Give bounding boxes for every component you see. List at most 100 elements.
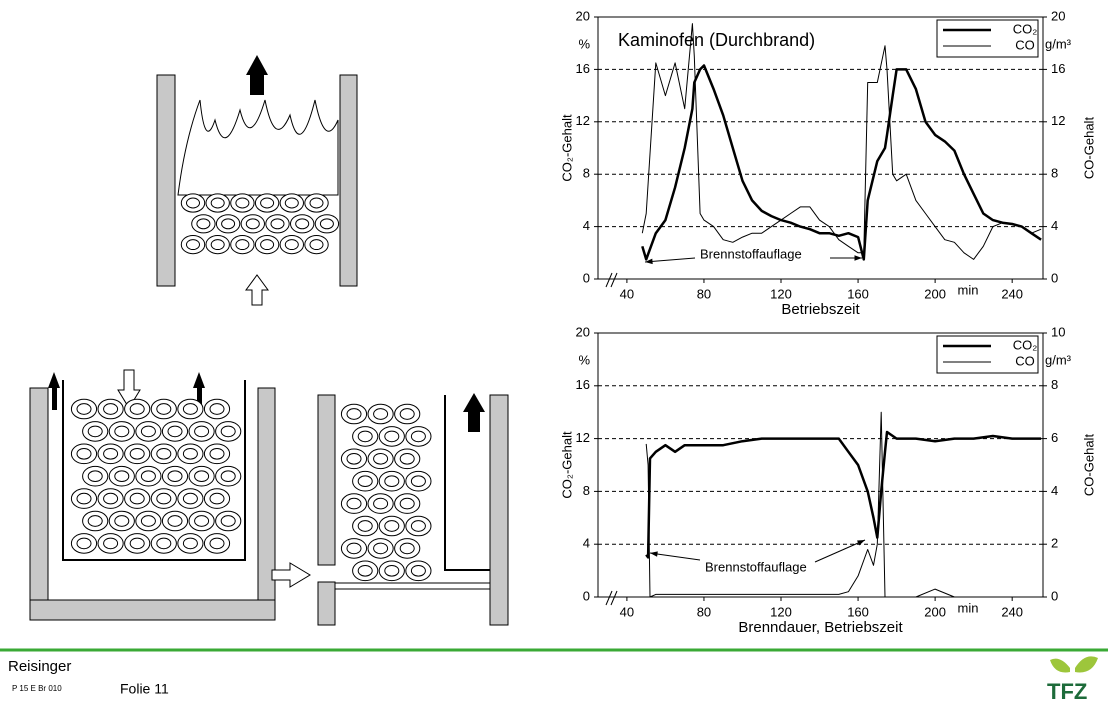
y-tick-label: 12 bbox=[576, 113, 590, 128]
y2-unit: g/m³ bbox=[1045, 36, 1072, 51]
series-line bbox=[641, 64, 1042, 261]
x-tick-label: 40 bbox=[620, 604, 634, 619]
x-tick-label: 80 bbox=[697, 604, 711, 619]
legend-label: CO₂ bbox=[1013, 21, 1038, 36]
arrow bbox=[193, 372, 205, 388]
log-ring bbox=[284, 197, 299, 209]
log-ring bbox=[373, 452, 389, 465]
x-axis-label: Betriebszeit bbox=[781, 301, 860, 318]
y-tick-label: 4 bbox=[583, 536, 590, 551]
stove-wall bbox=[29, 599, 276, 621]
legend-box bbox=[936, 19, 1039, 58]
legend-label: CO bbox=[1015, 353, 1035, 368]
x-tick-label: 160 bbox=[847, 286, 869, 301]
log-ring bbox=[384, 430, 400, 443]
logo: TFZ bbox=[1047, 679, 1087, 704]
log-ring bbox=[220, 515, 236, 527]
plot-frame bbox=[597, 332, 1044, 598]
log-ring bbox=[245, 218, 260, 230]
arrow-head bbox=[650, 551, 658, 557]
log-ring bbox=[220, 470, 236, 483]
x-tick-label: 200 bbox=[924, 604, 946, 619]
arrow bbox=[463, 393, 485, 412]
log-ring bbox=[410, 475, 426, 488]
illustrations bbox=[29, 55, 509, 626]
logo-leaf bbox=[1050, 656, 1098, 673]
annotation: Brennstoffauflage bbox=[705, 559, 807, 574]
log-ring bbox=[114, 515, 130, 527]
log-ring bbox=[260, 197, 275, 209]
y2-tick-label: 8 bbox=[1051, 377, 1058, 392]
log-ring bbox=[346, 452, 362, 465]
y2-unit: g/m³ bbox=[1045, 352, 1072, 367]
arrow-head bbox=[645, 258, 653, 265]
arrow bbox=[48, 372, 60, 388]
x-tick-label: 40 bbox=[620, 286, 634, 301]
log-ring bbox=[399, 408, 415, 420]
log-ring bbox=[103, 403, 119, 415]
chart-title: Kaminofen (Durchbrand) bbox=[618, 30, 815, 50]
arrow bbox=[52, 385, 57, 410]
log-ring bbox=[373, 542, 389, 555]
y2-tick-label: 4 bbox=[1051, 483, 1058, 498]
y-tick-label: 4 bbox=[583, 218, 590, 233]
log-ring bbox=[186, 197, 200, 209]
x-tick-label: 120 bbox=[770, 286, 792, 301]
log-ring bbox=[357, 475, 373, 488]
stove-wall bbox=[29, 387, 49, 621]
log-ring bbox=[209, 447, 225, 460]
y2-tick-label: 8 bbox=[1051, 166, 1058, 181]
log-ring bbox=[114, 470, 130, 483]
y2-tick-label: 6 bbox=[1051, 430, 1058, 445]
y2-tick-label: 0 bbox=[1051, 588, 1058, 603]
log-ring bbox=[76, 403, 92, 415]
y-axis-label: CO₂-Gehalt bbox=[559, 431, 574, 499]
plot-frame bbox=[597, 16, 1044, 280]
log-ring bbox=[284, 239, 299, 251]
log-ring bbox=[309, 239, 324, 251]
log-ring bbox=[346, 408, 362, 420]
log-ring bbox=[103, 537, 119, 550]
axis-break bbox=[605, 590, 618, 606]
log-ring bbox=[384, 475, 400, 488]
stove-wall bbox=[156, 74, 176, 287]
y-unit: % bbox=[578, 352, 590, 367]
log-ring bbox=[156, 492, 172, 505]
log-ring bbox=[76, 537, 92, 550]
y2-tick-label: 12 bbox=[1051, 113, 1065, 128]
log-ring bbox=[384, 520, 400, 532]
series-line bbox=[645, 430, 1042, 559]
log-ring bbox=[129, 492, 145, 505]
grate bbox=[334, 582, 491, 590]
log-ring bbox=[114, 425, 130, 438]
y2-tick-label: 2 bbox=[1051, 536, 1058, 551]
log-ring bbox=[140, 470, 156, 483]
log-ring bbox=[194, 425, 210, 438]
arrow bbox=[197, 385, 202, 410]
y2-tick-label: 4 bbox=[1051, 218, 1058, 233]
log-ring bbox=[235, 239, 250, 251]
log-ring bbox=[319, 218, 334, 230]
log-ring bbox=[140, 425, 156, 438]
y-tick-label: 12 bbox=[576, 430, 590, 445]
arrow bbox=[468, 410, 480, 432]
stove-wall bbox=[489, 394, 509, 626]
log-ring bbox=[346, 497, 362, 510]
y-tick-label: 16 bbox=[576, 377, 590, 392]
y-tick-label: 16 bbox=[576, 61, 590, 76]
y2-tick-label: 20 bbox=[1051, 8, 1065, 23]
y-unit: % bbox=[578, 36, 590, 51]
arrow bbox=[271, 562, 311, 588]
series-line bbox=[641, 23, 1042, 260]
arrow bbox=[246, 55, 268, 75]
y-tick-label: 20 bbox=[576, 324, 590, 339]
x-tick-label: 160 bbox=[847, 604, 869, 619]
log-ring bbox=[210, 197, 225, 209]
magazine bbox=[62, 380, 246, 561]
log-ring bbox=[140, 515, 156, 527]
log-ring bbox=[76, 447, 92, 460]
x-tick-label: 120 bbox=[770, 604, 792, 619]
log-ring bbox=[167, 470, 183, 483]
log-ring bbox=[87, 515, 103, 527]
